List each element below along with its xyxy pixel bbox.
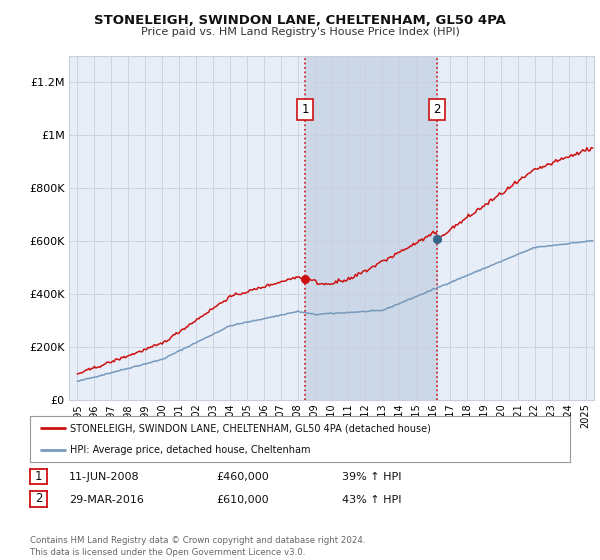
Text: 39% ↑ HPI: 39% ↑ HPI (342, 472, 401, 482)
Text: £460,000: £460,000 (216, 472, 269, 482)
Text: 2: 2 (35, 492, 42, 506)
Text: £610,000: £610,000 (216, 494, 269, 505)
Text: 43% ↑ HPI: 43% ↑ HPI (342, 494, 401, 505)
Text: 1: 1 (35, 470, 42, 483)
Text: Contains HM Land Registry data © Crown copyright and database right 2024.
This d: Contains HM Land Registry data © Crown c… (30, 536, 365, 557)
Bar (305, 56, 437, 400)
Text: 11-JUN-2008: 11-JUN-2008 (69, 472, 140, 482)
Text: 1: 1 (301, 103, 309, 116)
Text: STONELEIGH, SWINDON LANE, CHELTENHAM, GL50 4PA (detached house): STONELEIGH, SWINDON LANE, CHELTENHAM, GL… (71, 423, 431, 433)
Text: STONELEIGH, SWINDON LANE, CHELTENHAM, GL50 4PA: STONELEIGH, SWINDON LANE, CHELTENHAM, GL… (94, 14, 506, 27)
Text: Price paid vs. HM Land Registry's House Price Index (HPI): Price paid vs. HM Land Registry's House … (140, 27, 460, 37)
Text: 29-MAR-2016: 29-MAR-2016 (69, 494, 144, 505)
Text: HPI: Average price, detached house, Cheltenham: HPI: Average price, detached house, Chel… (71, 445, 311, 455)
Text: 2: 2 (433, 103, 441, 116)
